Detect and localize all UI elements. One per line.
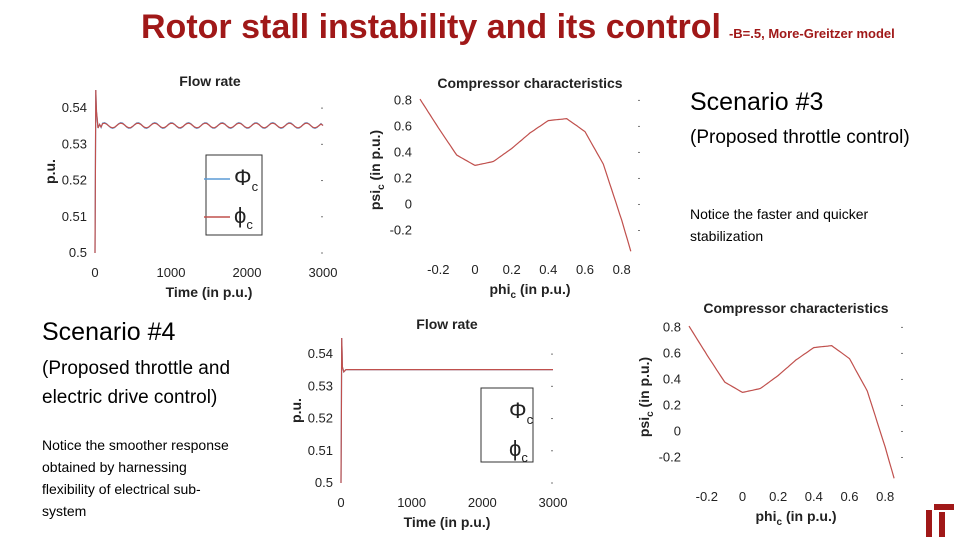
y-tick-label: 0.52: [62, 173, 87, 188]
x-tick-label: 0: [337, 495, 344, 510]
y-tick-label: 0.5: [315, 475, 333, 490]
y-tick-label: 0.52: [308, 411, 333, 426]
x-tick-label: 2000: [468, 495, 497, 510]
scenario4-note: Notice the smoother response obtained by…: [42, 437, 229, 519]
y-tick-label: 0.51: [62, 209, 87, 224]
x-tick-label: 3000: [539, 495, 568, 510]
series-line: [419, 98, 632, 252]
legend-entry: Φc: [234, 165, 259, 194]
y-axis-label: p.u.: [42, 159, 58, 184]
scenario3-note: Notice the faster and quicker stabilizat…: [690, 206, 869, 244]
y-tick-label: 0.4: [663, 371, 681, 386]
x-tick-label: 0.2: [503, 262, 521, 277]
y-tick-label: 0.51: [308, 443, 333, 458]
y-tick-label: 0.5: [69, 245, 87, 260]
scenario3-description: (Proposed throttle control): [690, 127, 910, 148]
y-tick-label: 0: [405, 196, 412, 211]
chart-title: Compressor characteristics: [437, 75, 622, 91]
slide-title: Rotor stall instability and its control -…: [141, 8, 895, 47]
institution-logo: [926, 504, 954, 537]
x-tick-label: -0.2: [696, 489, 718, 504]
chart-title: Compressor characteristics: [703, 300, 888, 316]
y-tick-label: -0.2: [659, 449, 681, 464]
chart-title: Flow rate: [416, 316, 478, 332]
x-tick-label: 0.4: [539, 262, 557, 277]
y-tick-label: 0.54: [62, 100, 87, 115]
scenario4-description: (Proposed throttle and electric drive co…: [42, 358, 231, 408]
series-line: [340, 337, 553, 484]
x-tick-label: 1000: [397, 495, 426, 510]
y-tick-label: 0.8: [663, 319, 681, 334]
x-tick-label: 0.8: [876, 489, 894, 504]
x-tick-label: 0.2: [769, 489, 787, 504]
x-axis-label: phic (in p.u.): [756, 508, 837, 528]
y-tick-label: 0.4: [394, 144, 412, 159]
x-tick-label: 0: [471, 262, 478, 277]
scenario3-heading: Scenario #3: [690, 88, 824, 116]
logo-bar-top: [934, 504, 954, 510]
x-tick-label: 0.8: [613, 262, 631, 277]
series-line: [688, 325, 895, 479]
x-tick-label: 2000: [233, 265, 262, 280]
x-tick-label: 0.6: [840, 489, 858, 504]
x-tick-label: 1000: [157, 265, 186, 280]
y-tick-label: 0.2: [663, 397, 681, 412]
y-axis-label: psic (in p.u.): [367, 130, 387, 210]
y-tick-label: 0.53: [62, 136, 87, 151]
x-tick-label: 3000: [309, 265, 338, 280]
y-tick-label: 0.6: [394, 118, 412, 133]
logo-bar-right: [939, 512, 945, 537]
series-line: [94, 89, 324, 254]
title-subtitle: -B=.5, More-Greitzer model: [728, 26, 895, 41]
logo-bar-left: [926, 510, 932, 537]
x-axis-label: phic (in p.u.): [490, 281, 571, 301]
legend-box: [205, 154, 263, 236]
x-tick-label: 0.6: [576, 262, 594, 277]
legend-box: [480, 387, 534, 463]
y-tick-label: 0: [674, 423, 681, 438]
x-tick-label: 0: [91, 265, 98, 280]
x-axis-label: Time (in p.u.): [404, 514, 491, 530]
x-tick-label: 0: [739, 489, 746, 504]
y-axis-label: psic (in p.u.): [636, 357, 656, 437]
y-tick-label: 0.6: [663, 345, 681, 360]
scenario4-heading: Scenario #4: [42, 318, 176, 346]
y-axis-label: p.u.: [288, 398, 304, 423]
title-main: Rotor stall instability and its control: [141, 8, 721, 46]
x-tick-label: 0.4: [805, 489, 823, 504]
legend-entry: Φc: [509, 398, 534, 427]
x-axis-label: Time (in p.u.): [166, 284, 253, 300]
x-tick-label: -0.2: [427, 262, 449, 277]
y-tick-label: 0.53: [308, 378, 333, 393]
legend-entry: ϕc: [234, 203, 253, 232]
y-tick-label: 0.2: [394, 170, 412, 185]
y-tick-label: 0.54: [308, 346, 333, 361]
y-tick-label: 0.8: [394, 92, 412, 107]
chart-title: Flow rate: [179, 73, 241, 89]
legend-entry: ϕc: [509, 436, 528, 465]
y-tick-label: -0.2: [390, 222, 412, 237]
